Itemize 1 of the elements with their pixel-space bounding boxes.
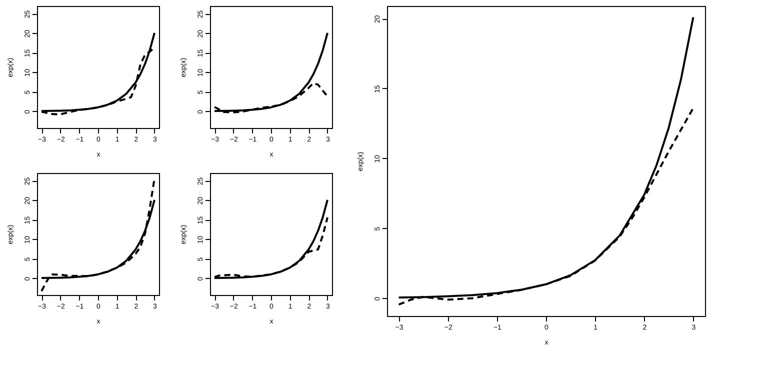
line-series — [214, 32, 328, 112]
